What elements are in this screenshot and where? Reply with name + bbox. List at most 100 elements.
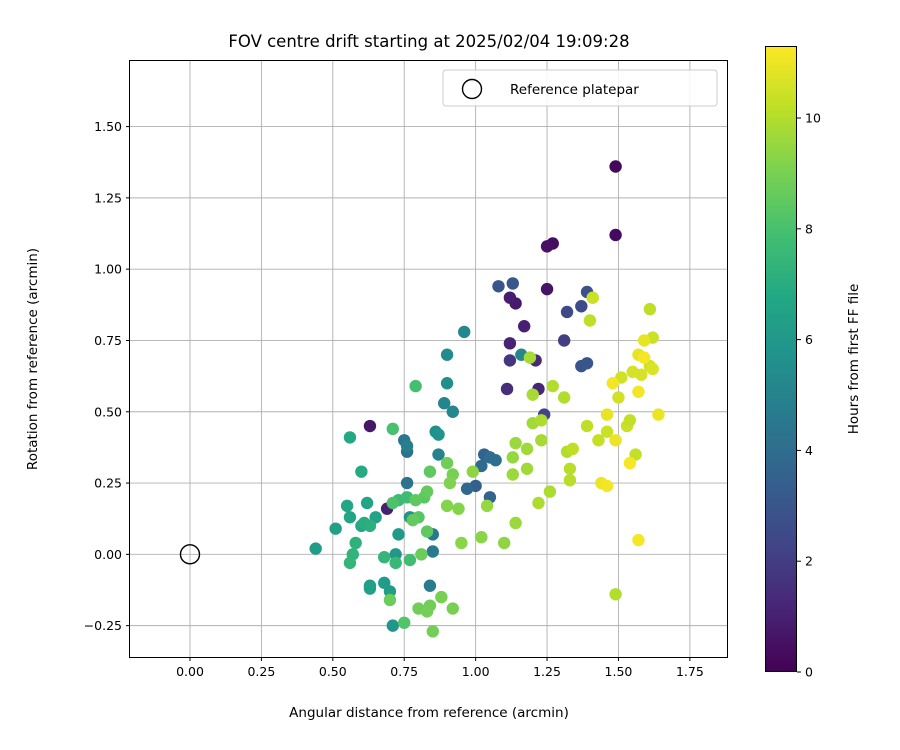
- data-point: [440, 377, 454, 390]
- chart-title: FOV centre drift starting at 2025/02/04 …: [228, 32, 629, 51]
- data-point: [492, 280, 505, 293]
- data-point: [432, 428, 445, 441]
- reference-platepar-marker: [179, 544, 201, 565]
- data-point: [446, 602, 459, 615]
- y-tick-label: −0.25: [84, 618, 122, 633]
- data-point: [580, 419, 594, 433]
- colorbar-ticks: 0 2 4 6 8 10: [797, 111, 821, 680]
- data-point: [592, 434, 605, 447]
- y-tick-label: 0.00: [94, 547, 122, 562]
- data-point: [343, 431, 357, 444]
- data-point: [643, 302, 657, 316]
- colorbar-tick-label: 8: [805, 221, 813, 236]
- y-axis-label: Rotation from reference (arcmin): [25, 248, 41, 470]
- x-tick-label: 0.25: [247, 664, 275, 679]
- data-point: [509, 436, 522, 450]
- data-point: [632, 385, 645, 398]
- data-point: [503, 354, 517, 367]
- data-point: [600, 425, 614, 438]
- grid: [130, 61, 727, 657]
- colorbar-tick-label: 4: [805, 443, 813, 458]
- data-point: [349, 536, 362, 550]
- data-point: [460, 482, 474, 495]
- data-point: [560, 305, 574, 319]
- colorbar-gradient: [765, 46, 797, 672]
- data-point: [406, 513, 419, 527]
- data-point: [606, 377, 619, 390]
- data-point: [535, 434, 548, 447]
- data-point: [503, 291, 517, 304]
- data-point: [540, 240, 554, 253]
- y-tick-label: 1.50: [94, 119, 122, 134]
- x-tick-label: 0.50: [319, 664, 347, 679]
- data-point: [497, 536, 511, 550]
- data-point: [386, 496, 399, 510]
- colorbar-tick-label: 6: [805, 332, 813, 347]
- x-tick-label: 1.75: [676, 664, 704, 679]
- data-point: [452, 502, 465, 515]
- data-point: [523, 351, 537, 364]
- data-point: [509, 516, 522, 530]
- data-point: [438, 397, 451, 410]
- x-tick-label: 1.25: [533, 664, 561, 679]
- data-point: [480, 499, 494, 513]
- data-point: [506, 451, 519, 464]
- data-point: [575, 300, 588, 313]
- data-point: [383, 593, 397, 607]
- data-point: [403, 553, 417, 567]
- data-point: [309, 542, 322, 555]
- data-point: [635, 368, 648, 381]
- x-axis-label: Angular distance from reference (arcmin): [289, 705, 569, 721]
- legend-box: [442, 69, 718, 107]
- data-points: [309, 160, 665, 638]
- data-point: [423, 465, 437, 478]
- data-point: [506, 277, 519, 290]
- data-point: [443, 476, 457, 490]
- colorbar-tick-label: 2: [805, 554, 813, 569]
- data-point: [355, 465, 368, 478]
- y-tick-label: 1.00: [94, 262, 122, 277]
- data-point: [637, 351, 651, 364]
- data-point: [517, 320, 531, 333]
- data-point: [329, 522, 342, 535]
- data-point: [343, 511, 357, 524]
- data-point: [440, 348, 454, 361]
- data-point: [378, 550, 391, 564]
- data-point: [563, 462, 577, 475]
- data-point: [557, 334, 571, 347]
- legend-marker: [461, 78, 483, 100]
- data-point: [383, 585, 397, 598]
- data-point: [540, 282, 554, 296]
- data-point: [423, 579, 437, 592]
- data-point: [503, 337, 517, 350]
- data-point: [426, 545, 439, 558]
- data-point: [363, 419, 377, 433]
- data-point: [566, 442, 579, 456]
- data-point: [432, 448, 445, 461]
- y-tick-label: 1.25: [94, 190, 122, 205]
- colorbar: 0 2 4 6 8 10 Hours from first FF file: [765, 46, 862, 680]
- data-point: [600, 408, 614, 421]
- plot-frame: [129, 60, 728, 658]
- data-point: [632, 533, 645, 547]
- data-point: [340, 499, 354, 513]
- data-point: [652, 408, 665, 421]
- data-point: [506, 468, 519, 481]
- data-point: [609, 434, 622, 447]
- data-point: [409, 379, 422, 393]
- data-point: [343, 556, 357, 570]
- colorbar-label: Hours from first FF file: [846, 284, 862, 435]
- legend: Reference platepar: [442, 69, 718, 107]
- data-point: [363, 582, 377, 595]
- data-point: [389, 556, 402, 570]
- data-point: [583, 314, 597, 327]
- data-point: [535, 414, 548, 427]
- data-point: [532, 496, 545, 510]
- x-tick-label: 0.75: [390, 664, 418, 679]
- data-point: [420, 485, 434, 498]
- data-point: [386, 619, 399, 632]
- data-point: [637, 334, 651, 347]
- data-point: [623, 456, 637, 470]
- colorbar-tick-label: 0: [805, 665, 813, 680]
- data-point: [612, 391, 625, 404]
